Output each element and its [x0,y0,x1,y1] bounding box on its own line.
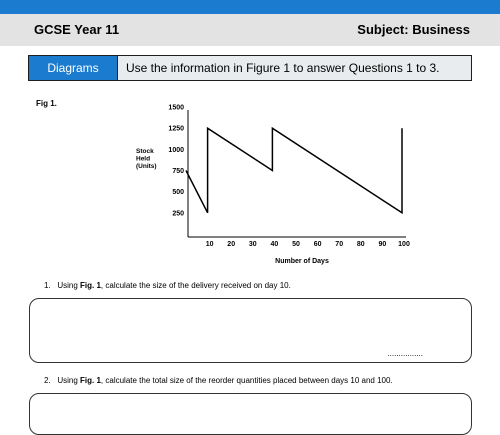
question-2-pre: Using [57,376,81,385]
x-tick-90: 90 [379,241,387,248]
question-1: 1. Using Fig. 1, calculate the size of t… [44,281,291,290]
x-tick-100: 100 [398,241,410,248]
subject-title: Subject: Business [357,22,470,37]
figure-label: Fig 1. [36,99,57,108]
series-line [185,126,403,215]
question-1-text: , calculate the size of the delivery rec… [100,281,291,290]
question-1-number: 1. [44,281,51,290]
y-label-line-2: Held [136,156,150,163]
y-tick-250: 250 [172,210,184,217]
question-1-figure-ref: Fig. 1 [80,281,101,290]
y-tick-labels: 250 500 750 1000 1250 1500 [168,105,184,218]
question-2-text: , calculate the total size of the reorde… [100,376,393,385]
y-label-line-3: (Units) [136,163,157,170]
x-axis-label: Number of Days [275,258,329,265]
x-tick-labels: 10 20 30 40 50 60 70 80 90 100 [206,241,410,248]
answer-box-1[interactable]: ................ [29,298,472,363]
page-header: GCSE Year 11 Subject: Business [0,14,500,46]
x-tick-50: 50 [292,241,300,248]
instruction-text-post: to answer Questions 1 to 3. [290,61,440,75]
x-tick-10: 10 [206,241,214,248]
answer-dots: ................ [387,349,423,358]
question-2: 2. Using Fig. 1, calculate the total siz… [44,376,393,385]
x-tick-80: 80 [357,241,365,248]
x-tick-40: 40 [271,241,279,248]
instruction-bar: Diagrams Use the information in Figure 1… [28,55,472,81]
top-accent-bar [0,0,500,14]
y-tick-1500: 1500 [168,105,184,112]
question-2-figure-ref: Fig. 1 [80,376,101,385]
x-tick-20: 20 [227,241,235,248]
diagrams-tab[interactable]: Diagrams [29,56,118,80]
instruction-text-pre: Use the information in [126,61,247,75]
y-tick-500: 500 [172,189,184,196]
y-tick-750: 750 [172,168,184,175]
year-title: GCSE Year 11 [34,22,120,37]
y-tick-1000: 1000 [168,147,184,154]
question-2-number: 2. [44,376,51,385]
x-tick-30: 30 [249,241,257,248]
y-tick-1250: 1250 [168,126,184,133]
question-1-pre: Using [57,281,81,290]
instruction-figure-ref: Figure 1 [246,61,291,75]
x-tick-70: 70 [335,241,343,248]
instruction-text: Use the information in Figure 1 to answe… [118,56,471,80]
answer-box-2[interactable] [29,393,472,435]
x-tick-60: 60 [314,241,322,248]
y-label-line-1: Stock [136,148,154,155]
